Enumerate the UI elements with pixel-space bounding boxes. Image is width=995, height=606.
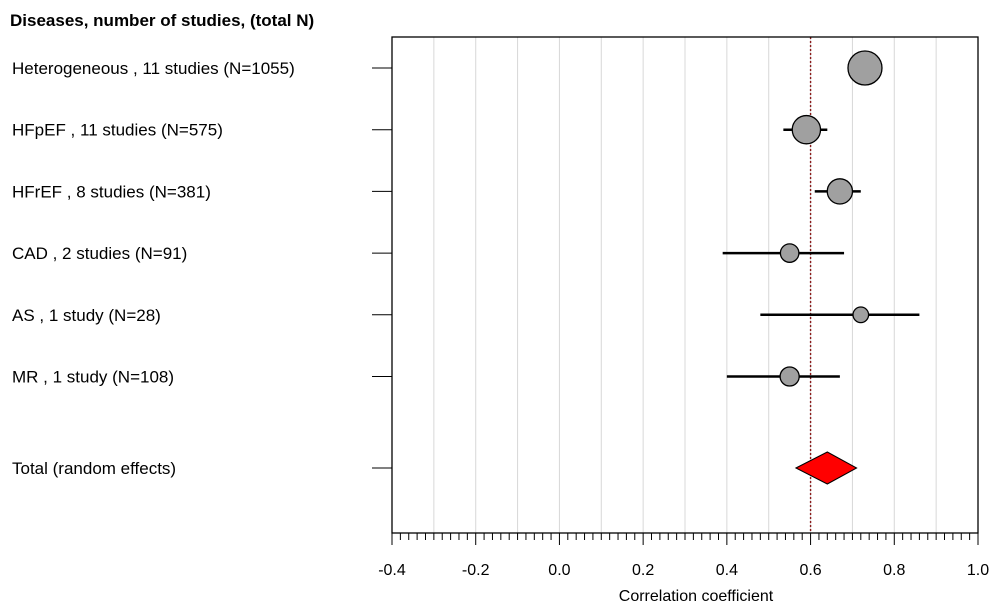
effect-marker [791,114,822,145]
total-label: Total (random effects) [12,459,176,478]
x-tick-label: 0.0 [548,562,570,579]
study-rows [372,50,920,485]
x-tick-label: 0.8 [883,562,905,579]
x-axis-title: Correlation coefficient [619,588,774,605]
x-tick-label: -0.4 [378,562,406,579]
x-tick-label: 0.4 [716,562,738,579]
x-tick-label: 0.6 [799,562,821,579]
pooled-effect-diamond [794,451,858,485]
gridlines [433,37,937,533]
row-label: CAD , 2 studies (N=91) [12,244,187,263]
row-label: HFrEF , 8 studies (N=381) [12,182,211,201]
row-label: AS , 1 study (N=28) [12,306,161,325]
row-labels: Heterogeneous , 11 studies (N=1055) HFpEF… [12,59,295,478]
effect-marker [826,178,854,205]
effect-marker [852,306,870,324]
row-label: HFpEF , 11 studies (N=575) [12,121,223,140]
x-tick-label: 0.2 [632,562,654,579]
row-label: MR , 1 study (N=108) [12,368,174,387]
chart-title: Diseases, number of studies, (total N) [10,11,314,30]
row-label: Heterogeneous , 11 studies (N=1055) [12,59,295,78]
x-tick-label: -0.2 [462,562,490,579]
effect-marker [779,366,800,387]
x-axis: -0.4 -0.2 0.0 0.2 0.4 0.6 0.8 1.0 [378,533,989,579]
x-tick-label: 1.0 [967,562,989,579]
effect-marker [779,243,800,263]
effect-marker [847,50,883,86]
